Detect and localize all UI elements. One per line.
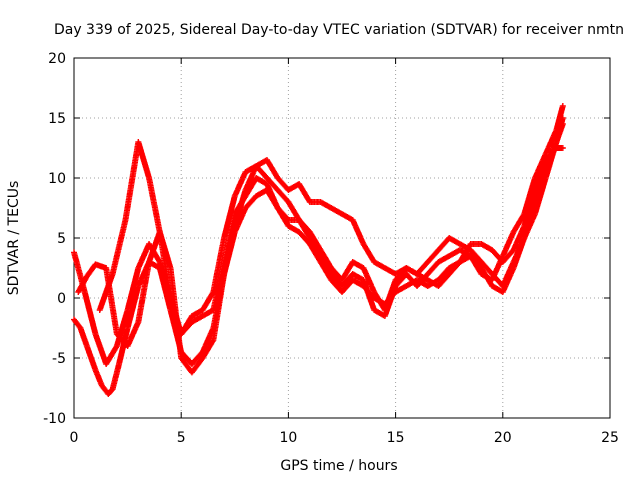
tick-marks xyxy=(73,57,611,419)
x-tick-label: 5 xyxy=(177,430,186,446)
x-axis-label: GPS time / hours xyxy=(280,458,397,474)
x-tick-label: 20 xyxy=(494,430,512,446)
x-tick-label: 0 xyxy=(70,430,79,446)
series-trace xyxy=(71,104,566,366)
chart-title: Day 339 of 2025, Sidereal Day-to-day VTE… xyxy=(54,22,624,38)
data-points xyxy=(71,103,566,397)
x-tick-label: 15 xyxy=(387,430,405,446)
series-trace xyxy=(76,122,566,375)
series-trace xyxy=(97,140,565,336)
x-tick-label: 10 xyxy=(279,430,297,446)
series-4 xyxy=(96,139,566,337)
y-tick-label: 15 xyxy=(48,111,66,127)
x-tick-label: 25 xyxy=(601,430,619,446)
y-tick-label: -5 xyxy=(52,351,66,367)
y-tick-label: 20 xyxy=(48,51,66,67)
y-tick-label: 0 xyxy=(57,291,66,307)
y-axis-label: SDTVAR / TECUs xyxy=(6,181,22,296)
grid-lines xyxy=(74,58,610,418)
y-tick-label: 10 xyxy=(48,171,66,187)
series-2 xyxy=(71,103,566,367)
y-tick-label: -10 xyxy=(43,411,66,427)
tick-labels: 0 5 10 15 20 25 -10 -5 0 5 10 15 20 xyxy=(43,51,619,446)
y-tick-label: 5 xyxy=(57,231,66,247)
